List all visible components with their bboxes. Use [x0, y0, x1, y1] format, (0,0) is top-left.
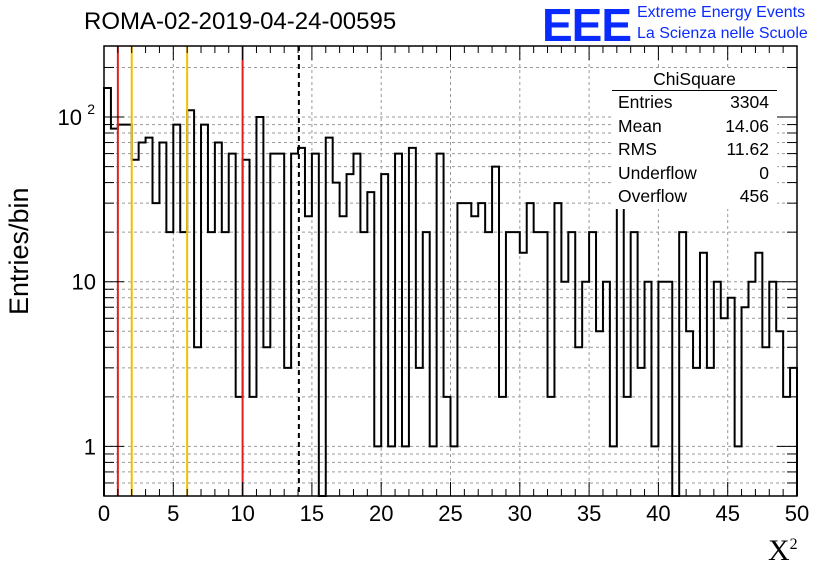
stats-value: 456: [739, 186, 769, 206]
y-tick-label: 1: [84, 434, 96, 459]
y-tick-label-exponent: 2: [87, 101, 95, 117]
x-tick-label: 5: [167, 501, 179, 526]
stats-title: ChiSquare: [612, 68, 777, 91]
logo-tagline-2: La Scienza nelle Scuole: [637, 25, 808, 42]
stats-label: RMS: [618, 139, 657, 159]
histogram-series: [103, 87, 798, 497]
stats-label: Overflow: [618, 186, 688, 206]
stats-label: Underflow: [618, 162, 697, 183]
stats-label: Entries: [618, 92, 673, 112]
stats-box: ChiSquare Entries 3304 Mean 14.06 RMS 11.62…: [612, 68, 777, 209]
x-axis-label-base: X: [768, 534, 790, 567]
x-tick-label: 25: [438, 501, 462, 526]
x-tick-label: 45: [715, 501, 739, 526]
x-tick-label: 50: [785, 501, 809, 526]
stats-row-overflow: Overflow 456: [612, 185, 777, 209]
x-axis-label-superscript: 2: [789, 536, 798, 553]
stats-row-entries: Entries 3304: [612, 91, 777, 115]
x-tick-label: 30: [508, 501, 532, 526]
eee-logo: EEE: [542, 0, 632, 51]
stats-row-mean: Mean 14.06: [612, 115, 777, 139]
x-tick-label: 0: [98, 501, 110, 526]
x-axis-label: X2: [768, 534, 798, 568]
stats-value: 3304: [730, 92, 769, 112]
chart-title: ROMA-02-2019-04-24-00595: [84, 8, 397, 35]
y-tick-label: 10: [72, 270, 96, 295]
x-tick-label: 20: [369, 501, 393, 526]
stats-row-underflow: Underflow 0: [612, 162, 777, 186]
stats-value: 11.62: [726, 139, 770, 159]
y-axis-label: Entries/bin: [4, 187, 34, 315]
stats-row-rms: RMS 11.62: [612, 138, 777, 162]
x-tick-label: 40: [646, 501, 670, 526]
stats-value: 0: [759, 162, 769, 183]
logo-tagline-1: Extreme Energy Events: [637, 4, 806, 21]
x-tick-label: 10: [230, 501, 254, 526]
x-tick-label: 15: [300, 501, 324, 526]
stats-value: 14.06: [725, 115, 769, 136]
y-tick-label: 10: [58, 105, 82, 130]
stats-label: Mean: [618, 115, 662, 136]
x-tick-label: 35: [577, 501, 601, 526]
